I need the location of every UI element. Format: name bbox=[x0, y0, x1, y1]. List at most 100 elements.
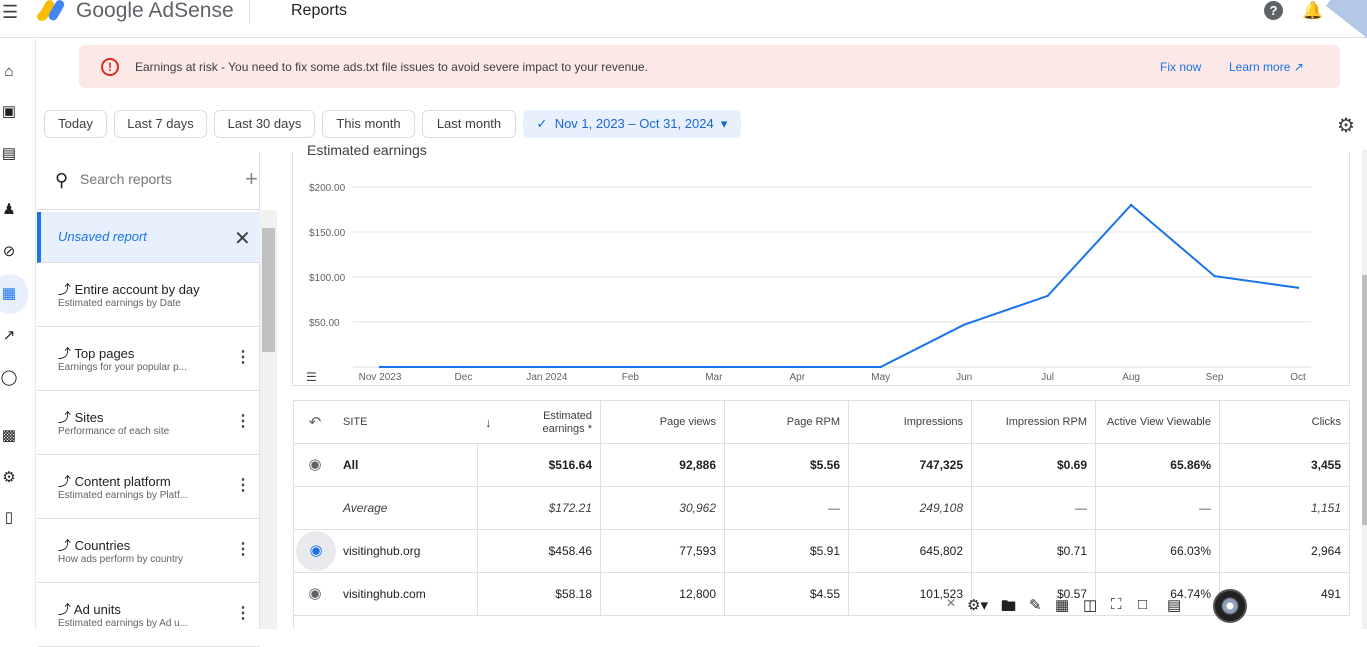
more-vert-icon[interactable]: ⋮ bbox=[235, 349, 251, 366]
chip-today[interactable]: Today bbox=[44, 110, 107, 138]
header-active-view[interactable]: Active View Viewable bbox=[1096, 401, 1220, 444]
date-range-selector[interactable]: ✓ Nov 1, 2023 – Oct 31, 2024 ▾ bbox=[523, 110, 741, 138]
y-tick-label: $50.00 bbox=[309, 318, 340, 329]
reports-icon[interactable]: ▦ bbox=[1, 285, 17, 302]
table-header-row: SITE ↶ ↓ Estimated earnings * Page views… bbox=[294, 401, 1350, 444]
report-item-unsaved[interactable]: Unsaved report ✕ bbox=[37, 212, 260, 263]
chart-menu-icon[interactable]: ☰ bbox=[306, 370, 317, 384]
data-point bbox=[796, 365, 799, 369]
data-point bbox=[629, 365, 632, 369]
window-capture-icon[interactable]: ▤ bbox=[1167, 597, 1182, 614]
more-vert-icon[interactable]: ⋮ bbox=[235, 477, 251, 494]
settings-icon[interactable]: ⚙ bbox=[1337, 115, 1355, 137]
value-cell: 66.03% bbox=[1096, 530, 1220, 573]
record-button-icon[interactable] bbox=[1213, 589, 1247, 623]
brand-name: Google AdSense bbox=[76, 0, 234, 22]
header-page-views[interactable]: Page views bbox=[601, 401, 725, 444]
chip-this-month[interactable]: This month bbox=[322, 110, 415, 138]
undo-icon[interactable]: ↶ bbox=[308, 414, 322, 431]
x-tick-label: Aug bbox=[1122, 372, 1140, 383]
close-icon[interactable]: ✕ bbox=[234, 228, 251, 250]
privacy-icon[interactable]: ♟ bbox=[2, 201, 16, 218]
video-frame-icon[interactable]: ▦ bbox=[1055, 597, 1070, 614]
sidebar-scroll-thumb[interactable] bbox=[262, 228, 275, 352]
help-icon[interactable]: ? bbox=[1264, 1, 1283, 20]
sites-icon[interactable]: ▣ bbox=[1, 103, 17, 120]
chip-last-month[interactable]: Last month bbox=[422, 110, 516, 138]
value-cell: — bbox=[972, 487, 1096, 530]
value-cell: 65.86% bbox=[1096, 444, 1220, 487]
header-estimated-earnings[interactable]: ↓ Estimated earnings * bbox=[477, 401, 601, 444]
left-nav-rail: ⌂ ▣ ▤ ♟ ⊘ ▦ ↗ ◯ ▩ ⚙ ▯ bbox=[0, 39, 36, 629]
optimization-icon[interactable]: ↗ bbox=[2, 327, 16, 344]
region-select-icon[interactable]: □ bbox=[1138, 596, 1148, 613]
brand-safety-icon[interactable]: ◯ bbox=[0, 369, 18, 386]
earnings-chart-card: Estimated earnings $200.00 $150.00 $100.00… bbox=[292, 142, 1350, 386]
header-impression-rpm[interactable]: Impression RPM bbox=[972, 401, 1096, 444]
capture-toolbar: ✕ ⚙▾ 🖿 ✎ ▦ ◫ ⛶ □ ▤ bbox=[943, 591, 1223, 621]
visibility-icon[interactable]: ◉ bbox=[296, 531, 336, 571]
value-cell: $0.69 bbox=[972, 444, 1096, 487]
report-item-countries[interactable]: ⤴ Countries How ads perform by country ⋮ bbox=[37, 519, 260, 583]
data-point bbox=[545, 365, 549, 369]
gear-icon[interactable]: ⚙▾ bbox=[967, 597, 988, 614]
table-row: Average $172.21 30,962 — 249,108 — — 1,1… bbox=[294, 487, 1350, 530]
sidebar-scrollbar[interactable] bbox=[260, 210, 277, 629]
y-tick-label: $200.00 bbox=[309, 183, 346, 194]
search-reports-input[interactable] bbox=[80, 171, 230, 187]
search-icon: ⚲ bbox=[55, 170, 69, 190]
report-item-sites[interactable]: ⤴ Sites Performance of each site ⋮ bbox=[37, 391, 260, 455]
menu-icon[interactable]: ☰ bbox=[2, 2, 19, 22]
error-icon: ! bbox=[101, 58, 119, 76]
notifications-icon[interactable]: 🔔 bbox=[1302, 1, 1324, 20]
fix-now-link[interactable]: Fix now bbox=[1160, 60, 1202, 74]
learn-more-link[interactable]: Learn more ↗ bbox=[1229, 60, 1304, 74]
sort-down-icon: ↓ bbox=[485, 415, 492, 430]
report-subtitle: Estimated earnings by Ad u... bbox=[58, 618, 189, 629]
page-scroll-thumb[interactable] bbox=[1362, 275, 1367, 525]
data-point bbox=[1046, 294, 1049, 298]
chart-title: Estimated earnings bbox=[307, 142, 427, 158]
report-item-content-platform[interactable]: ⤴ Content platform Estimated earnings by… bbox=[37, 455, 260, 519]
chip-last-7-days[interactable]: Last 7 days bbox=[114, 110, 207, 138]
earnings-line-chart: $200.00 $150.00 $100.00 $50.00 Nov 2023 Dec Ja… bbox=[309, 183, 1311, 383]
value-cell: 249,108 bbox=[849, 487, 972, 530]
y-tick-label: $100.00 bbox=[309, 273, 346, 284]
more-vert-icon[interactable]: ⋮ bbox=[235, 541, 251, 558]
data-point bbox=[1213, 274, 1216, 278]
more-vert-icon[interactable]: ⋮ bbox=[235, 605, 251, 622]
add-report-icon[interactable]: + bbox=[245, 166, 258, 191]
settings-nav-icon[interactable]: ⚙ bbox=[2, 469, 16, 486]
insert-frame-icon[interactable]: ◫ bbox=[1083, 597, 1098, 614]
visibility-off-icon[interactable]: ◉ bbox=[308, 456, 322, 473]
report-item-entire-account[interactable]: ⤴ Entire account by day Estimated earnin… bbox=[37, 263, 260, 327]
sparkle-icon: ⤴ bbox=[58, 474, 72, 489]
report-title: ⤴ Sites bbox=[58, 410, 104, 425]
visibility-off-icon[interactable]: ◉ bbox=[308, 585, 322, 602]
folder-icon[interactable]: 🖿 bbox=[1001, 598, 1017, 615]
payments-icon[interactable]: ▩ bbox=[1, 427, 17, 444]
header-impressions[interactable]: Impressions bbox=[849, 401, 972, 444]
block-icon[interactable]: ⊘ bbox=[2, 243, 16, 260]
feedback-icon[interactable]: ▯ bbox=[4, 509, 14, 526]
y-tick-label: $150.00 bbox=[309, 228, 346, 239]
fullscreen-icon[interactable]: ⛶ bbox=[1111, 596, 1122, 613]
page-title: Reports bbox=[291, 2, 348, 19]
report-item-ad-units[interactable]: ⤴ Ad units Estimated earnings by Ad u...… bbox=[37, 583, 260, 647]
report-title: Unsaved report bbox=[58, 229, 147, 244]
close-icon[interactable]: ✕ bbox=[946, 596, 957, 610]
home-icon[interactable]: ⌂ bbox=[4, 63, 14, 80]
color-picker-icon[interactable]: ✎ bbox=[1029, 597, 1042, 614]
sparkle-icon: ⤴ bbox=[58, 410, 72, 425]
header-site[interactable]: SITE bbox=[343, 416, 368, 428]
more-vert-icon[interactable]: ⋮ bbox=[235, 413, 251, 430]
chip-last-30-days[interactable]: Last 30 days bbox=[214, 110, 315, 138]
value-cell: 491 bbox=[1220, 573, 1350, 616]
report-item-top-pages[interactable]: ⤴ Top pages Earnings for your popular p.… bbox=[37, 327, 260, 391]
header-page-rpm[interactable]: Page RPM bbox=[725, 401, 849, 444]
data-point bbox=[712, 365, 716, 369]
header-clicks[interactable]: Clicks bbox=[1220, 401, 1350, 444]
ads-icon[interactable]: ▤ bbox=[1, 145, 17, 162]
value-cell: $5.91 bbox=[725, 530, 849, 573]
data-point bbox=[378, 365, 382, 369]
